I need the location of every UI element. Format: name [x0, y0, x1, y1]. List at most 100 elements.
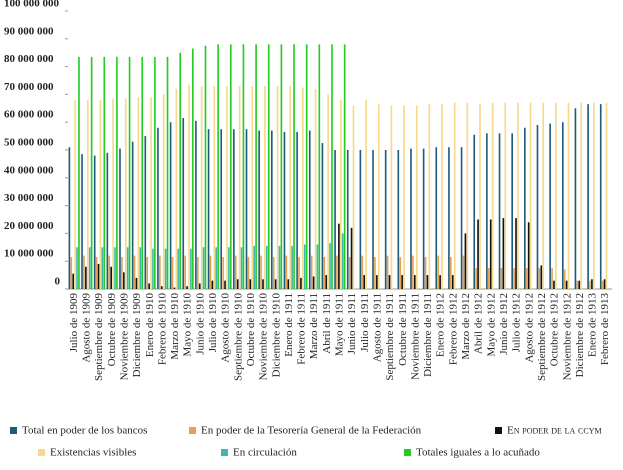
- bar: [119, 148, 121, 289]
- bar: [253, 245, 255, 289]
- x-tick-label: Noviembre de 1909: [118, 293, 130, 381]
- bar: [361, 255, 364, 289]
- y-tick-label: 50 000 000: [4, 137, 54, 149]
- bar: [300, 277, 302, 289]
- x-tick-label: Enero de 1913: [587, 293, 599, 358]
- bar: [76, 247, 78, 289]
- x-tick-label: Diciembre de 1909: [131, 293, 143, 378]
- bar: [599, 104, 602, 289]
- bar: [83, 255, 85, 289]
- x-tick-label: Octubre de 1909: [106, 293, 118, 367]
- x-tick-label: Noviembre de 1910: [258, 293, 270, 381]
- bar: [415, 105, 418, 290]
- x-tick-label: Julio de 1912: [511, 293, 523, 352]
- bar: [217, 44, 219, 289]
- x-tick-label: Julio de 1910: [207, 293, 219, 353]
- bar: [491, 102, 494, 290]
- bar: [280, 44, 283, 289]
- bar: [144, 136, 147, 289]
- bar: [536, 124, 539, 289]
- bar: [164, 248, 167, 289]
- bar: [160, 286, 163, 289]
- bar: [574, 108, 577, 289]
- bar: [567, 102, 570, 290]
- bar: [95, 257, 98, 289]
- bar: [515, 218, 517, 289]
- bar: [262, 279, 264, 289]
- x-tick-label: Enero de 1911: [283, 293, 295, 357]
- bar: [428, 104, 431, 289]
- x-tick-label: Mayo de 1911: [334, 293, 346, 356]
- bar: [439, 275, 441, 289]
- x-tick-label: Agosto de 1909: [81, 293, 93, 363]
- bar: [314, 88, 317, 289]
- bar: [274, 279, 277, 289]
- bar: [473, 134, 476, 289]
- bar: [226, 86, 228, 289]
- bar: [242, 44, 245, 289]
- bar: [341, 233, 344, 289]
- bar: [424, 257, 427, 289]
- bar: [352, 105, 355, 290]
- bar: [441, 104, 443, 289]
- bar: [106, 152, 109, 289]
- bar: [131, 141, 134, 289]
- bar: [245, 129, 248, 289]
- bar: [78, 56, 80, 290]
- x-tick-label: Julio de 1911: [359, 293, 371, 352]
- bar: [124, 98, 127, 289]
- bar: [240, 247, 243, 289]
- bar: [435, 147, 438, 289]
- bar: [152, 248, 154, 289]
- bar: [192, 48, 194, 289]
- bar: [605, 102, 608, 290]
- bar: [116, 56, 118, 290]
- bar: [498, 133, 501, 289]
- bar: [334, 150, 336, 289]
- bar: [591, 279, 593, 289]
- x-tick-label: Agosto de 1910: [220, 293, 232, 363]
- x-tick-label: Noviembre de 1912: [561, 293, 573, 380]
- bar: [90, 56, 93, 290]
- bar: [103, 56, 106, 290]
- bar: [133, 255, 136, 289]
- bar: [112, 98, 114, 289]
- bar: [460, 147, 463, 289]
- bar: [233, 129, 235, 289]
- bar: [479, 104, 481, 289]
- bar: [159, 255, 161, 289]
- bar: [553, 280, 555, 289]
- bar: [128, 56, 131, 290]
- bar: [578, 280, 581, 289]
- bar: [487, 268, 490, 289]
- bar: [270, 130, 273, 289]
- x-tick-label: Junio de 1910: [194, 293, 206, 355]
- bar: [450, 257, 452, 289]
- bar: [139, 247, 142, 289]
- x-tick-label: Septiembre de 1909: [93, 293, 105, 381]
- x-tick-label: Octubre de 1910: [245, 293, 257, 367]
- bar: [376, 275, 378, 289]
- x-tick-label: Septiembre de 1912: [536, 293, 548, 381]
- bar: [372, 150, 374, 289]
- bar: [453, 102, 456, 290]
- x-tick-label: Marzo de 1912: [460, 293, 472, 360]
- bar: [70, 257, 73, 289]
- bar: [114, 247, 116, 289]
- x-tick-label: Octubre de 1912: [549, 293, 561, 366]
- bar: [551, 268, 553, 289]
- y-tick-label: 40 000 000: [4, 164, 54, 176]
- legend-label: Existencias visibles: [50, 447, 136, 459]
- bar: [68, 147, 71, 289]
- x-tick-label: Octubre de 1911: [397, 293, 409, 366]
- bar: [437, 255, 440, 289]
- bar: [121, 257, 123, 289]
- legend-label: En poder de la Tesorería General de la F…: [201, 425, 422, 437]
- bar: [278, 245, 281, 289]
- bar: [148, 283, 150, 289]
- bar: [504, 102, 507, 290]
- x-tick-label: Abril de 1912: [473, 293, 485, 354]
- x-tick-label: Enero de 1910: [144, 293, 156, 358]
- bar: [99, 99, 102, 290]
